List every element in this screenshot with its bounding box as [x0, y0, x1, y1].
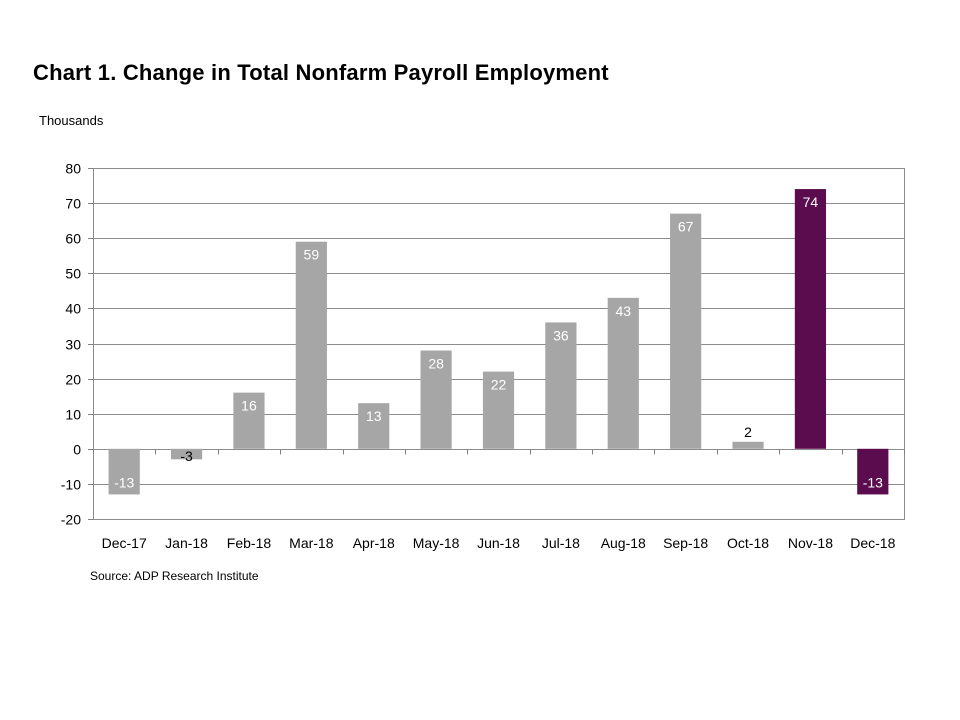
x-tick-label: Apr-18 — [353, 535, 395, 551]
y-axis-unit-label: Thousands — [39, 113, 104, 128]
y-tick-label: -10 — [61, 477, 81, 493]
y-tick-label: 10 — [65, 407, 81, 423]
data-label: 13 — [366, 408, 382, 424]
y-tick-label: 0 — [73, 442, 81, 458]
data-label: 2 — [744, 424, 752, 440]
y-tick-label: 60 — [65, 231, 81, 247]
chart-title: Chart 1. Change in Total Nonfarm Payroll… — [33, 60, 609, 85]
axes — [88, 168, 905, 520]
x-tick-label: Nov-18 — [788, 535, 833, 551]
x-tick-label: Jul-18 — [542, 535, 580, 551]
bar-dec-17 — [108, 448, 140, 495]
x-tick-label: Sep-18 — [663, 535, 708, 551]
bar-aug-18 — [607, 297, 639, 449]
bar-oct-18 — [732, 441, 764, 449]
bar-dec-18 — [857, 448, 889, 495]
plot-area-border — [93, 168, 905, 520]
data-label: 16 — [241, 398, 257, 414]
x-tick-label: Dec-18 — [850, 535, 895, 551]
data-label: -3 — [180, 448, 193, 464]
data-label: 74 — [803, 194, 819, 210]
data-label: 28 — [428, 356, 444, 372]
bar-sep-18 — [670, 213, 702, 449]
data-label: -13 — [114, 474, 134, 490]
bar-nov-18 — [794, 189, 827, 449]
y-tick-label: 50 — [65, 266, 81, 282]
x-tick-label: Oct-18 — [727, 535, 769, 551]
data-label: 67 — [678, 219, 694, 235]
y-tick-label: 20 — [65, 372, 81, 388]
data-label: 36 — [553, 327, 569, 343]
bar-mar-18 — [295, 241, 327, 449]
bar-jun-18 — [482, 371, 515, 449]
x-tick-label: Dec-17 — [102, 535, 147, 551]
data-label: -13 — [863, 474, 883, 490]
bar-jul-18 — [545, 322, 577, 449]
bar-apr-18 — [358, 403, 390, 449]
x-tick-label: May-18 — [413, 535, 460, 551]
x-tick-label: Feb-18 — [227, 535, 272, 551]
y-tick-label: -20 — [61, 512, 81, 528]
y-tick-labels: -20 -10 0 10 20 30 40 50 60 70 80 — [61, 161, 81, 528]
bar-jan-18 — [170, 448, 203, 460]
data-label: 59 — [304, 247, 320, 263]
bars — [108, 189, 889, 495]
y-tick-label: 70 — [65, 196, 81, 212]
bar-may-18 — [420, 350, 452, 449]
data-label: 43 — [615, 303, 631, 319]
y-tick-label: 30 — [65, 337, 81, 353]
gridlines — [93, 168, 904, 520]
x-tick-label: Jun-18 — [477, 535, 520, 551]
x-tick-labels: Dec-17 Jan-18 Feb-18 Mar-18 Apr-18 May-18 Jun-… — [102, 535, 896, 551]
bar-feb-18 — [233, 392, 265, 449]
x-tick-label: Aug-18 — [601, 535, 646, 551]
y-tick-label: 40 — [65, 301, 81, 317]
data-label: 22 — [491, 377, 507, 393]
y-tick-label: 80 — [65, 161, 81, 177]
x-tick-label: Jan-18 — [165, 535, 208, 551]
x-tick-label: Mar-18 — [289, 535, 334, 551]
source-note: Source: ADP Research Institute — [90, 569, 259, 583]
data-labels: -13 -3 16 59 13 28 22 36 43 67 2 74 -13 — [114, 194, 883, 490]
